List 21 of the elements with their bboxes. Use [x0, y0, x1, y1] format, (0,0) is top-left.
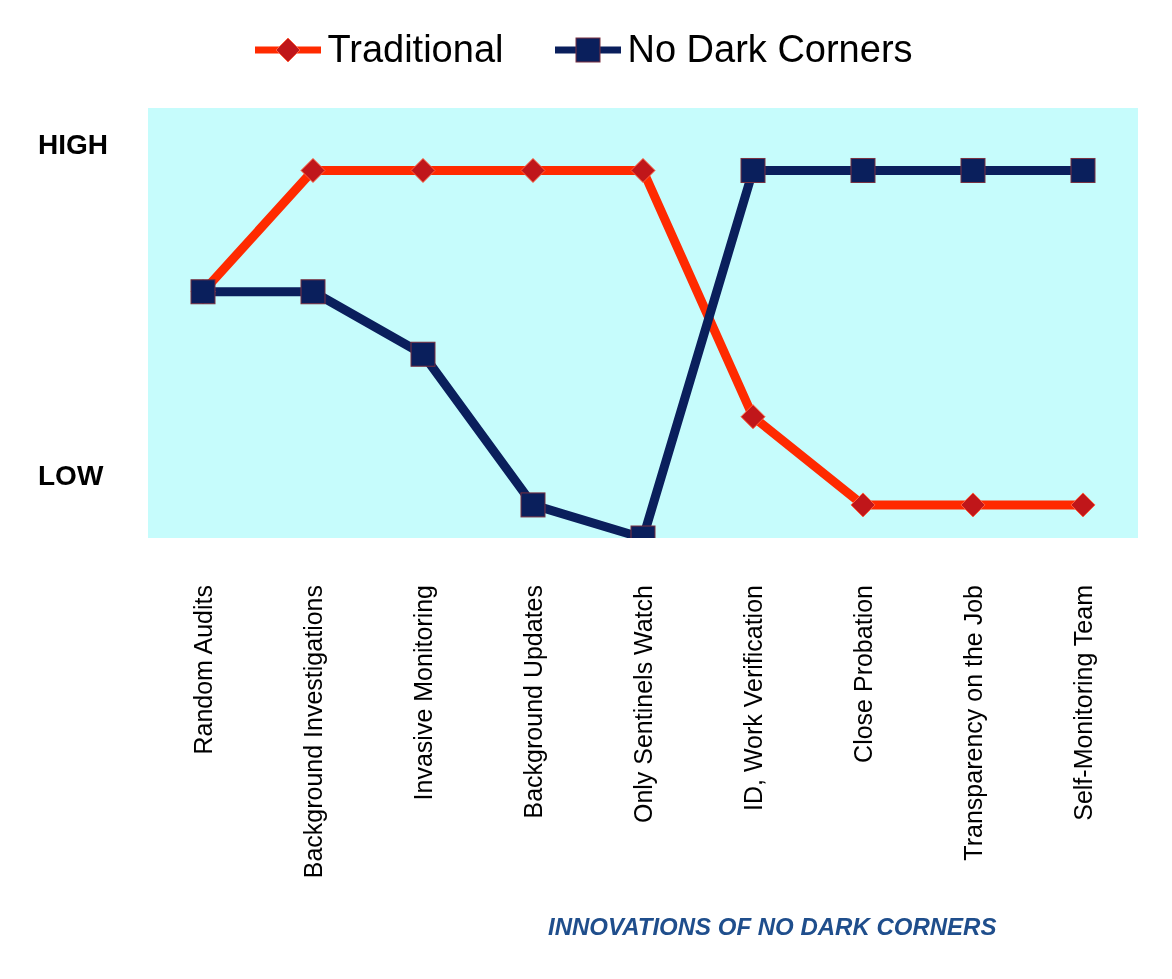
x-tick-label: Background Investigations: [299, 585, 327, 879]
x-tick-label: Only Sentinels Watch: [629, 585, 657, 824]
point: [520, 492, 546, 518]
point: [1070, 157, 1096, 183]
x-axis-title: INNOVATIONS OF NO DARK CORNERS: [548, 913, 997, 941]
x-tick-label: Invasive Monitoring: [409, 585, 437, 801]
x-tick-label: Transparency on the Job: [959, 585, 987, 861]
point: [300, 279, 326, 305]
x-tick-label: Close Probation: [849, 585, 877, 763]
text: HIGH: [38, 128, 108, 161]
x-tick-label: Random Audits: [189, 585, 217, 755]
text: LOW: [38, 459, 104, 492]
point: [850, 157, 876, 183]
point: [410, 341, 436, 367]
x-tick-label: Background Updates: [519, 585, 547, 819]
point: [740, 157, 766, 183]
point: [960, 157, 986, 183]
x-tick-label: ID, Work Verification: [739, 585, 767, 812]
x-tick-label: Self-Monitoring Team: [1069, 585, 1097, 821]
legend-label: No Dark Corners: [627, 28, 913, 71]
legend-label: Traditional: [327, 28, 504, 71]
